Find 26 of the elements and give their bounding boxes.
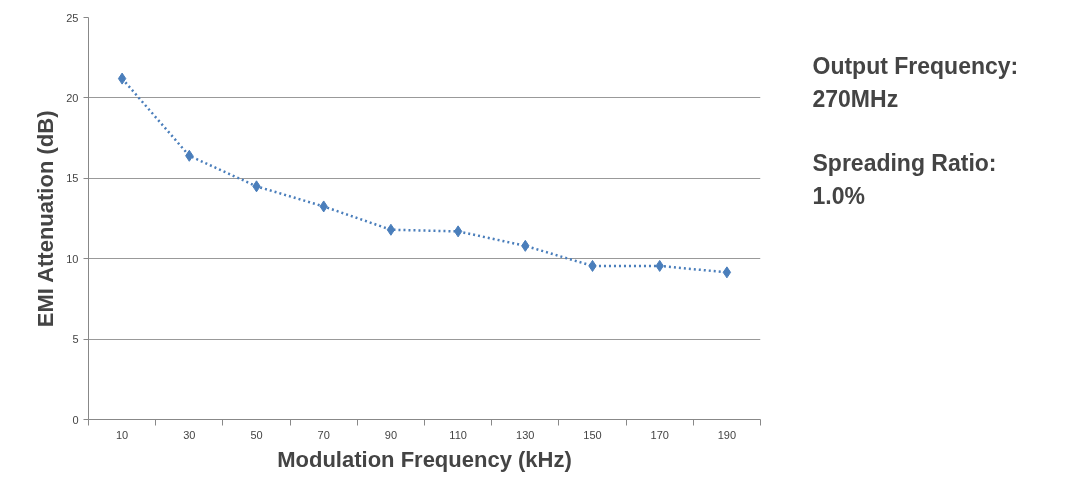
- text: Spreading Ratio:: [812, 150, 997, 177]
- x-tick-label: 130: [516, 428, 535, 441]
- point: [722, 266, 732, 279]
- x-tick-label: 90: [384, 428, 398, 441]
- y-axis-title: EMI Attenuation (dB): [33, 110, 59, 328]
- x-tick-label: 10: [115, 428, 129, 441]
- text: 270MHz: [812, 85, 899, 112]
- x-tick-label: 70: [317, 428, 330, 441]
- point: [453, 225, 463, 238]
- y-tick-label: 25: [66, 11, 79, 24]
- x-tick-label: 110: [449, 428, 467, 441]
- x-tick-label: 170: [650, 428, 669, 441]
- text: 1.0%: [812, 182, 865, 209]
- text: Output Frequency:: [812, 53, 1019, 79]
- x-tick-label: 150: [583, 428, 602, 441]
- y-tick-label: 20: [66, 91, 79, 104]
- y-tick-label: 10: [66, 252, 79, 265]
- x-tick-label: 30: [183, 428, 196, 441]
- point: [117, 72, 127, 85]
- y-tick-label: 0: [72, 413, 79, 426]
- x-tick-label: 50: [250, 428, 263, 441]
- x-tick-label: 190: [717, 428, 737, 441]
- y-tick-label: 15: [66, 172, 79, 185]
- point: [386, 223, 396, 236]
- y-tick-label: 5: [72, 333, 79, 346]
- x-axis-title: Modulation Frequency (kHz): [277, 446, 572, 472]
